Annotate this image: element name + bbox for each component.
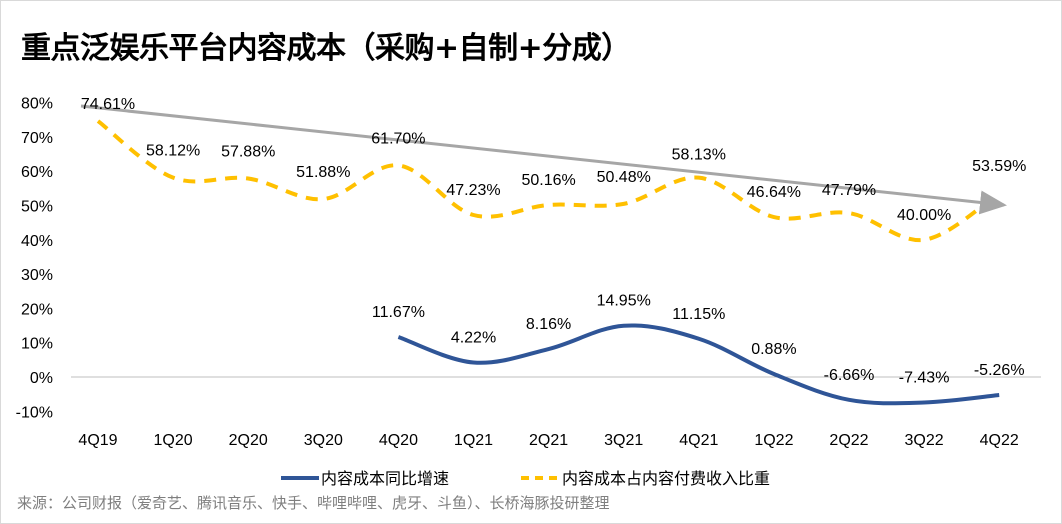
data-label: 47.79% [822, 182, 876, 199]
x-tick-label: 3Q21 [604, 432, 643, 449]
chart-title: 重点泛娱乐平台内容成本（采购+自制+分成） [21, 31, 631, 66]
y-tick-label: 80% [21, 96, 53, 113]
x-tick-label: 4Q21 [679, 432, 718, 449]
legend-label-cost-yoy: 内容成本同比增速 [321, 470, 449, 488]
y-tick-label: 60% [21, 164, 53, 181]
data-label: 57.88% [221, 143, 275, 160]
y-tick-label: 70% [21, 130, 53, 147]
x-tick-label: 2Q22 [829, 432, 868, 449]
x-tick-label: 4Q20 [379, 432, 418, 449]
trend-arrow [80, 104, 1007, 215]
series-line-cost-ratio [96, 119, 1001, 242]
x-tick-label: 3Q20 [304, 432, 343, 449]
data-label: 50.16% [521, 172, 575, 189]
data-label: 47.23% [446, 182, 500, 199]
x-tick-label: 3Q22 [905, 432, 944, 449]
data-label: 4.22% [451, 330, 496, 347]
y-tick-label: 10% [21, 336, 53, 353]
y-tick-label: 20% [21, 301, 53, 318]
data-label: 58.12% [146, 143, 200, 160]
data-label: 51.88% [296, 164, 350, 181]
y-tick-label: 50% [21, 199, 53, 216]
x-tick-label: 4Q19 [78, 432, 117, 449]
x-tick-label: 1Q22 [754, 432, 793, 449]
data-label: -6.66% [824, 367, 875, 384]
y-tick-label: 0% [30, 370, 53, 387]
x-tick-label: 2Q21 [529, 432, 568, 449]
data-label: 11.15% [672, 306, 725, 323]
data-label: 50.48% [597, 169, 651, 186]
series-line-cost-yoy [397, 323, 1000, 406]
data-label: 58.13% [672, 147, 726, 164]
y-tick-label: 40% [21, 233, 53, 250]
data-label: -7.43% [899, 369, 950, 386]
x-tick-label: 1Q21 [454, 432, 493, 449]
data-label: 46.64% [747, 184, 801, 201]
legend-label-cost-ratio: 内容成本占内容付费收入比重 [562, 470, 770, 488]
x-tick-label: 2Q20 [229, 432, 268, 449]
y-tick-label: -10% [16, 404, 53, 421]
data-label: 11.67% [372, 304, 425, 321]
x-tick-label: 4Q22 [980, 432, 1019, 449]
data-label: 53.59% [972, 158, 1026, 175]
data-label: 0.88% [751, 341, 796, 358]
source-note: 来源：公司财报（爱奇艺、腾讯音乐、快手、哔哩哔哩、虎牙、斗鱼）、长桥海豚投研整理 [17, 494, 610, 512]
data-label: -5.26% [974, 362, 1025, 379]
x-tick-label: 1Q20 [154, 432, 193, 449]
data-label: 74.61% [81, 96, 135, 113]
line-chart: 80% 70% 60% 50% 40% 30% 20% 10% 0% -10% 4Q19 1Q20 2Q… [16, 96, 1041, 488]
data-label: 61.70% [371, 130, 425, 147]
y-tick-label: 30% [21, 267, 53, 284]
data-label: 14.95% [597, 293, 651, 310]
data-label: 8.16% [526, 316, 571, 333]
data-label: 40.00% [897, 207, 951, 224]
